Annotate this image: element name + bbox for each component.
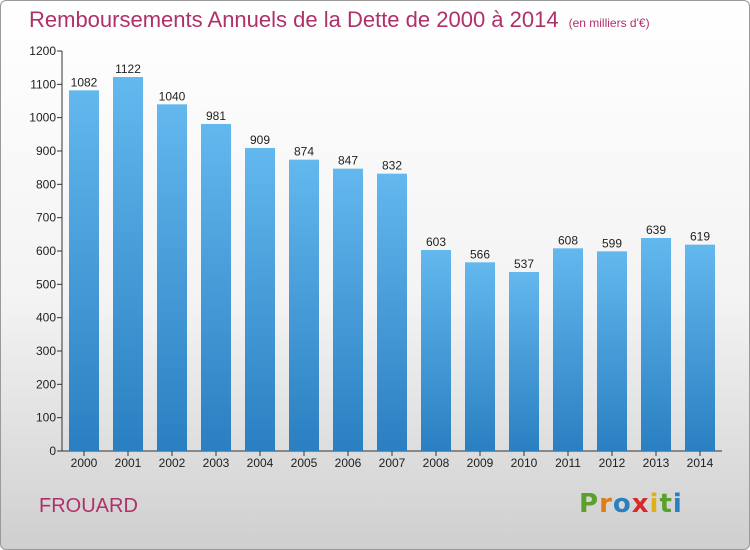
- bar-value-label: 1122: [115, 62, 141, 76]
- x-tick-label: 2004: [247, 456, 274, 470]
- x-tick-label: 2012: [599, 456, 626, 470]
- bar-value-label: 599: [602, 236, 622, 250]
- bar: [641, 238, 671, 451]
- logo-letter: t: [659, 489, 673, 519]
- bar-value-label: 639: [646, 223, 666, 237]
- y-tick-label: 600: [36, 244, 56, 258]
- y-tick-label: 100: [36, 411, 56, 425]
- bar: [333, 168, 363, 451]
- y-tick-label: 900: [36, 144, 56, 158]
- bar-value-label: 1040: [159, 89, 186, 103]
- bar: [421, 250, 451, 451]
- x-tick-label: 2002: [159, 456, 186, 470]
- x-tick-label: 2005: [291, 456, 318, 470]
- bar-value-label: 608: [558, 233, 578, 247]
- x-tick-label: 2010: [511, 456, 538, 470]
- x-tick-label: 2001: [115, 456, 142, 470]
- chart-axes: 0 100 200 300 400 500 600 700 800 900 1000 1100 1200…: [29, 44, 722, 470]
- x-tick-label: 2011: [555, 456, 581, 470]
- logo-letter: P: [579, 489, 600, 519]
- chart-unit: (en milliers d'€): [568, 16, 650, 30]
- bar: [685, 244, 715, 451]
- bar-value-label: 566: [470, 247, 490, 261]
- proxiti-logo: Proxiti: [579, 489, 683, 519]
- x-tick-label: 2009: [467, 456, 494, 470]
- bar: [553, 248, 583, 451]
- x-tick-label: 2003: [203, 456, 230, 470]
- x-tick-label: 2000: [71, 456, 98, 470]
- y-tick-label: 500: [36, 277, 56, 291]
- bar: [509, 272, 539, 451]
- logo-letter: o: [612, 489, 632, 519]
- logo-letter: i: [672, 489, 683, 519]
- bar: [245, 148, 275, 451]
- chart-title-text: Remboursements Annuels de la Dette de 20…: [29, 7, 559, 32]
- bar-value-label: 619: [690, 230, 710, 244]
- y-tick-label: 300: [36, 344, 56, 358]
- bar-value-label: 981: [206, 109, 226, 123]
- bar: [289, 159, 319, 451]
- logo-letter: i: [649, 489, 660, 519]
- y-tick-label: 1000: [29, 111, 56, 125]
- bar: [377, 173, 407, 451]
- bar-value-label: 909: [250, 133, 270, 147]
- x-tick-label: 2008: [423, 456, 450, 470]
- y-tick-label: 0: [49, 444, 56, 458]
- bar-value-label: 1082: [71, 75, 98, 89]
- bar: [201, 124, 231, 451]
- bar-value-label: 847: [338, 154, 358, 168]
- chart-title: Remboursements Annuels de la Dette de 20…: [29, 7, 650, 33]
- bar-value-label: 874: [294, 145, 314, 159]
- x-tick-label: 2013: [643, 456, 670, 470]
- bar-value-label: 832: [382, 159, 402, 173]
- x-tick-label: 2006: [335, 456, 362, 470]
- bar: [597, 251, 627, 451]
- logo-letter: x: [631, 489, 650, 519]
- bar: [465, 262, 495, 451]
- bar-value-label: 537: [514, 257, 534, 271]
- bar: [157, 104, 187, 451]
- x-tick-label: 2007: [379, 456, 406, 470]
- bar: [113, 77, 143, 451]
- y-tick-label: 1200: [29, 44, 56, 58]
- logo-letter: r: [599, 489, 613, 519]
- y-tick-label: 1100: [30, 77, 56, 91]
- y-tick-label: 200: [36, 377, 56, 391]
- city-name: FROUARD: [39, 495, 138, 517]
- y-tick-label: 400: [36, 311, 56, 325]
- bar-value-label: 603: [426, 235, 446, 249]
- chart-bars: 1082 1122 1040 981 909 874 847 832 603 566 537 608 5…: [69, 62, 715, 451]
- y-tick-label: 800: [36, 177, 56, 191]
- x-tick-label: 2014: [687, 456, 714, 470]
- bar: [69, 90, 99, 451]
- y-tick-label: 700: [36, 211, 56, 225]
